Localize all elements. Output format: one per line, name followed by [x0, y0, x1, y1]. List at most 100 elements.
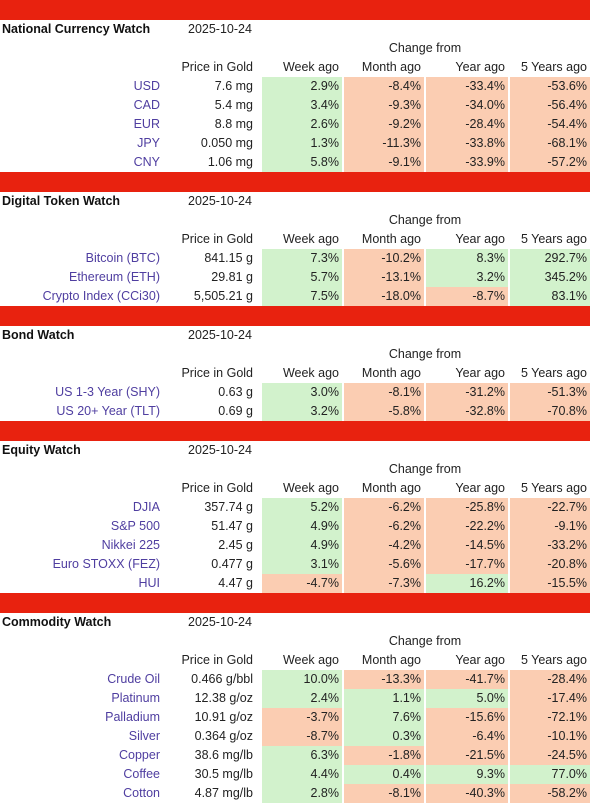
- price-in-gold-cell: 51.47 g: [211, 519, 253, 533]
- change-month-cell: 1.1%: [344, 689, 424, 708]
- change-year-cell: -33.8%: [426, 134, 508, 153]
- change-from-label: Change from: [388, 213, 462, 227]
- change-week-cell: 2.8%: [262, 784, 342, 803]
- change-five-cell: -58.2%: [510, 784, 590, 803]
- week-ago-header: Week ago: [282, 366, 339, 380]
- table-row: EUR 8.8 mg 2.6% -9.2% -28.4% -54.4%: [0, 115, 590, 134]
- month-ago-header: Month ago: [361, 481, 421, 495]
- change-month-cell: -1.8%: [344, 746, 424, 765]
- change-week-cell: -3.7%: [262, 708, 342, 727]
- year-ago-header: Year ago: [455, 653, 505, 667]
- change-month-cell: -13.3%: [344, 670, 424, 689]
- change-five-cell: -15.5%: [510, 574, 590, 593]
- change-week-cell: -8.7%: [262, 727, 342, 746]
- asset-name-link[interactable]: JPY: [137, 136, 160, 150]
- section-title-row: Bond Watch 2025-10-24: [0, 326, 590, 345]
- column-header-row: Price in Gold Week ago Month ago Year ago 5 …: [0, 651, 590, 670]
- change-year-cell: -14.5%: [426, 536, 508, 555]
- asset-name-link[interactable]: Ethereum (ETH): [69, 270, 160, 284]
- asset-name-link[interactable]: Silver: [128, 729, 160, 743]
- price-in-gold-cell: 5,505.21 g: [193, 289, 253, 303]
- asset-name-link[interactable]: DJIA: [132, 500, 160, 514]
- asset-name-link[interactable]: HUI: [138, 576, 160, 590]
- change-week-cell: 6.3%: [262, 746, 342, 765]
- change-from-row: Change from: [0, 211, 590, 230]
- asset-name-link[interactable]: US 20+ Year (TLT): [56, 404, 160, 418]
- change-from-label: Change from: [388, 41, 462, 55]
- change-from-label: Change from: [388, 462, 462, 476]
- change-month-cell: -8.4%: [344, 77, 424, 96]
- section-separator: [0, 306, 590, 326]
- change-year-cell: -31.2%: [426, 383, 508, 402]
- change-year-cell: -28.4%: [426, 115, 508, 134]
- price-in-gold-header: Price in Gold: [181, 366, 253, 380]
- price-in-gold-cell: 4.87 mg/lb: [194, 786, 253, 800]
- price-in-gold-cell: 357.74 g: [204, 500, 253, 514]
- asset-name-link[interactable]: US 1-3 Year (SHY): [55, 385, 160, 399]
- asset-name-link[interactable]: Cotton: [123, 786, 160, 800]
- table-row: S&P 500 51.47 g 4.9% -6.2% -22.2% -9.1%: [0, 517, 590, 536]
- table-row: Cotton 4.87 mg/lb 2.8% -8.1% -40.3% -58.2%: [0, 784, 590, 803]
- change-year-cell: -33.9%: [426, 153, 508, 172]
- price-in-gold-cell: 0.050 mg: [200, 136, 253, 150]
- week-ago-header: Week ago: [282, 60, 339, 74]
- section-date: 2025-10-24: [188, 443, 252, 457]
- change-five-cell: -56.4%: [510, 96, 590, 115]
- section-3: Equity Watch 2025-10-24 Change from Price i…: [0, 441, 590, 593]
- section-title: Equity Watch: [2, 443, 81, 457]
- section-separator: [0, 0, 590, 20]
- five-years-ago-header: 5 Years ago: [520, 481, 587, 495]
- asset-name-link[interactable]: Palladium: [105, 710, 160, 724]
- change-five-cell: -53.6%: [510, 77, 590, 96]
- price-in-gold-cell: 841.15 g: [204, 251, 253, 265]
- change-year-cell: -17.7%: [426, 555, 508, 574]
- change-five-cell: -72.1%: [510, 708, 590, 727]
- section-title: Digital Token Watch: [2, 194, 121, 208]
- week-ago-header: Week ago: [282, 481, 339, 495]
- asset-name-link[interactable]: Crude Oil: [107, 672, 160, 686]
- change-month-cell: -5.8%: [344, 402, 424, 421]
- table-row: Crude Oil 0.466 g/bbl 10.0% -13.3% -41.7% -28…: [0, 670, 590, 689]
- asset-name-link[interactable]: Crypto Index (CCi30): [42, 289, 160, 303]
- section-date: 2025-10-24: [188, 328, 252, 342]
- change-month-cell: -7.3%: [344, 574, 424, 593]
- change-month-cell: 0.3%: [344, 727, 424, 746]
- price-in-gold-cell: 8.8 mg: [214, 117, 253, 131]
- change-from-row: Change from: [0, 345, 590, 364]
- asset-name-link[interactable]: CNY: [133, 155, 160, 169]
- change-five-cell: -33.2%: [510, 536, 590, 555]
- change-month-cell: -6.2%: [344, 517, 424, 536]
- price-in-gold-cell: 0.69 g: [218, 404, 253, 418]
- change-week-cell: 4.4%: [262, 765, 342, 784]
- section-separator: [0, 421, 590, 441]
- price-in-gold-cell: 12.38 g/oz: [194, 691, 253, 705]
- section-title-row: National Currency Watch 2025-10-24: [0, 20, 590, 39]
- price-in-gold-cell: 5.4 mg: [214, 98, 253, 112]
- change-from-row: Change from: [0, 460, 590, 479]
- table-row: Crypto Index (CCi30) 5,505.21 g 7.5% -18.0%…: [0, 287, 590, 306]
- change-month-cell: -9.1%: [344, 153, 424, 172]
- table-row: JPY 0.050 mg 1.3% -11.3% -33.8% -68.1%: [0, 134, 590, 153]
- asset-name-link[interactable]: Copper: [119, 748, 160, 762]
- asset-name-link[interactable]: CAD: [133, 98, 160, 112]
- change-month-cell: -9.3%: [344, 96, 424, 115]
- asset-name-link[interactable]: S&P 500: [110, 519, 160, 533]
- table-row: CAD 5.4 mg 3.4% -9.3% -34.0% -56.4%: [0, 96, 590, 115]
- change-week-cell: 3.0%: [262, 383, 342, 402]
- change-year-cell: -8.7%: [426, 287, 508, 306]
- section-4: Commodity Watch 2025-10-24 Change from Pric…: [0, 613, 590, 803]
- section-title-row: Digital Token Watch 2025-10-24: [0, 192, 590, 211]
- price-in-gold-cell: 7.6 mg: [214, 79, 253, 93]
- asset-name-link[interactable]: Coffee: [123, 767, 160, 781]
- change-month-cell: 7.6%: [344, 708, 424, 727]
- asset-name-link[interactable]: USD: [133, 79, 160, 93]
- asset-name-link[interactable]: Nikkei 225: [101, 538, 160, 552]
- asset-name-link[interactable]: EUR: [133, 117, 160, 131]
- change-week-cell: 10.0%: [262, 670, 342, 689]
- price-in-gold-cell: 0.364 g/oz: [194, 729, 253, 743]
- asset-name-link[interactable]: Platinum: [111, 691, 160, 705]
- change-five-cell: 77.0%: [510, 765, 590, 784]
- asset-name-link[interactable]: Euro STOXX (FEZ): [52, 557, 160, 571]
- change-five-cell: -24.5%: [510, 746, 590, 765]
- asset-name-link[interactable]: Bitcoin (BTC): [85, 251, 160, 265]
